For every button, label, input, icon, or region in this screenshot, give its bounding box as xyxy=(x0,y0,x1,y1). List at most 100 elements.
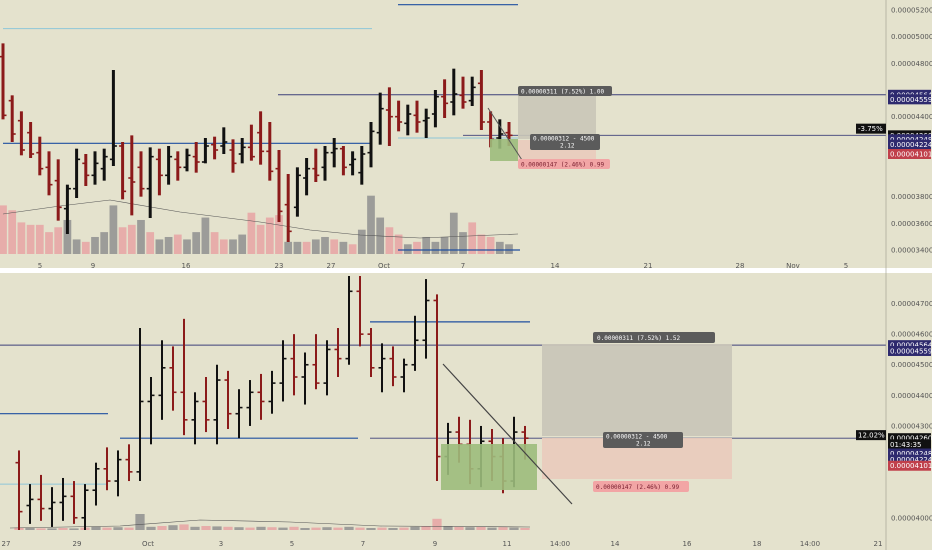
top-ohlc-bar[interactable] xyxy=(257,111,265,165)
panel-separator[interactable] xyxy=(0,268,932,273)
bottom-ohlc-bar[interactable] xyxy=(378,343,386,393)
bottom-ohlc-bar[interactable] xyxy=(103,447,111,491)
bottom-ohlc-bar[interactable] xyxy=(433,294,441,482)
top-ohlc-bar[interactable] xyxy=(395,100,403,132)
top-ohlc-bar[interactable] xyxy=(220,127,228,154)
top-ohlc-bar[interactable] xyxy=(303,158,311,196)
top-ohlc-bar[interactable] xyxy=(450,68,458,116)
bottom-panel[interactable]: 0.00000311 (7.52%) 1.52 0.00000312 - 4500… xyxy=(0,276,886,530)
top-ohlc-bar[interactable] xyxy=(284,174,292,242)
bottom-ohlc-bar[interactable] xyxy=(290,334,298,396)
bottom-ohlc-bar[interactable] xyxy=(59,477,67,521)
top-ohlc-bar[interactable] xyxy=(91,151,99,185)
bottom-ohlc-bar[interactable] xyxy=(323,340,331,396)
top-ohlc-bar[interactable] xyxy=(358,146,366,185)
top-ohlc-bar[interactable] xyxy=(477,70,485,130)
top-ohlc-bar[interactable] xyxy=(468,76,476,106)
bottom-ohlc-bar[interactable] xyxy=(136,328,144,482)
bottom-ohlc-bar[interactable] xyxy=(202,376,210,433)
top-ohlc-bar[interactable] xyxy=(27,122,35,158)
top-ohlc-bar[interactable] xyxy=(192,142,200,173)
top-ohlc-bar[interactable] xyxy=(155,148,163,196)
top-ohlc-bar[interactable] xyxy=(247,124,255,161)
bottom-ohlc-bar[interactable] xyxy=(169,346,177,411)
bottom-ohlc-bar[interactable] xyxy=(180,318,188,436)
bottom-ohlc-bar[interactable] xyxy=(356,276,364,347)
bottom-ohlc-bar[interactable] xyxy=(422,279,430,359)
top-ohlc-bar[interactable] xyxy=(0,43,7,120)
top-ohlc-bar[interactable] xyxy=(312,148,320,182)
top-ohlc-bar[interactable] xyxy=(321,146,329,181)
bottom-ohlc-bar[interactable] xyxy=(334,328,342,377)
bottom-ohlc-bar[interactable] xyxy=(158,340,166,420)
bottom-ohlc-bar[interactable] xyxy=(257,373,265,420)
top-panel[interactable]: 0.00000311 (7.52%) 1.00 0.00000312 - 4500… xyxy=(0,4,886,254)
top-target-zone[interactable] xyxy=(518,92,596,139)
top-ohlc-bar[interactable] xyxy=(211,136,219,160)
top-ohlc-bar[interactable] xyxy=(165,146,173,185)
top-ohlc-bar[interactable] xyxy=(201,138,209,164)
top-ohlc-bar[interactable] xyxy=(63,184,71,234)
bottom-ohlc-bar[interactable] xyxy=(125,444,133,482)
top-ohlc-bar[interactable] xyxy=(8,95,16,142)
bottom-ohlc-bar[interactable] xyxy=(345,276,353,365)
bottom-ohlc-bar[interactable] xyxy=(312,334,320,390)
top-ohlc-bar[interactable] xyxy=(266,122,274,181)
top-ohlc-bar[interactable] xyxy=(413,100,421,133)
top-ohlc-bar[interactable] xyxy=(422,108,430,138)
bottom-ohlc-bar[interactable] xyxy=(70,481,78,524)
top-ohlc-bar[interactable] xyxy=(183,148,191,172)
top-ohlc-bar[interactable] xyxy=(275,150,283,222)
bottom-ohlc-bar[interactable] xyxy=(26,484,34,524)
top-ohlc-bar[interactable] xyxy=(82,154,90,186)
top-ohlc-bar[interactable] xyxy=(45,151,53,196)
bottom-ohlc-bar[interactable] xyxy=(114,450,122,497)
bottom-ohlc-bar[interactable] xyxy=(213,364,221,445)
bottom-ohlc-bar[interactable] xyxy=(48,487,56,527)
bottom-ohlc-bar[interactable] xyxy=(301,352,309,405)
top-ohlc-bar[interactable] xyxy=(137,151,145,197)
top-entry-zone[interactable] xyxy=(490,139,518,161)
bottom-ohlc-bar[interactable] xyxy=(92,462,100,506)
bottom-ohlc-bar[interactable] xyxy=(246,380,254,426)
top-ohlc-bar[interactable] xyxy=(54,159,62,221)
bottom-ohlc-bar[interactable] xyxy=(400,358,408,393)
bottom-ohlc-bar[interactable] xyxy=(389,346,397,387)
top-ohlc-bar[interactable] xyxy=(100,148,108,181)
top-ohlc-bar[interactable] xyxy=(229,139,237,173)
top-ohlc-bar[interactable] xyxy=(146,147,154,218)
bottom-ohlc-bar[interactable] xyxy=(15,450,23,530)
top-ohlc-bar[interactable] xyxy=(128,135,136,216)
top-ohlc-bar[interactable] xyxy=(119,142,127,200)
top-ohlc-bar[interactable] xyxy=(330,138,338,168)
bottom-ohlc-bar[interactable] xyxy=(411,315,419,371)
bottom-ohlc-bar[interactable] xyxy=(235,389,243,439)
top-ohlc-bar[interactable] xyxy=(174,151,182,181)
top-ohlc-bar[interactable] xyxy=(385,87,393,146)
top-ohlc-bar[interactable] xyxy=(17,111,25,156)
bottom-ohlc-bar[interactable] xyxy=(224,370,232,430)
bot-target-zone[interactable] xyxy=(542,344,732,436)
top-ohlc-bar[interactable] xyxy=(349,151,357,176)
bottom-ohlc-bar[interactable] xyxy=(268,370,276,414)
top-ohlc-bar[interactable] xyxy=(109,70,117,166)
bottom-ohlc-bar[interactable] xyxy=(81,484,89,530)
top-trendline[interactable] xyxy=(487,107,523,161)
top-ohlc-bar[interactable] xyxy=(293,167,301,217)
top-ohlc-bar[interactable] xyxy=(367,122,375,168)
top-ohlc-bar[interactable] xyxy=(376,92,384,145)
bottom-ohlc-bar[interactable] xyxy=(279,340,287,402)
bot-trendline[interactable] xyxy=(442,363,573,505)
bottom-ohlc-bar[interactable] xyxy=(147,376,155,445)
top-ohlc-bar[interactable] xyxy=(431,90,439,128)
top-ohlc-bar[interactable] xyxy=(36,136,44,176)
top-ohlc-bar[interactable] xyxy=(441,79,449,118)
bottom-ohlc-bar[interactable] xyxy=(367,328,375,377)
top-ohlc-bar[interactable] xyxy=(404,104,412,136)
top-ohlc-bar[interactable] xyxy=(459,76,467,109)
top-ohlc-bar[interactable] xyxy=(73,148,81,198)
bottom-ohlc-bar[interactable] xyxy=(191,392,199,445)
top-ohlc-bar[interactable] xyxy=(238,138,246,164)
top-ohlc-bar[interactable] xyxy=(339,146,347,176)
bot-entry-zone[interactable] xyxy=(441,444,537,490)
